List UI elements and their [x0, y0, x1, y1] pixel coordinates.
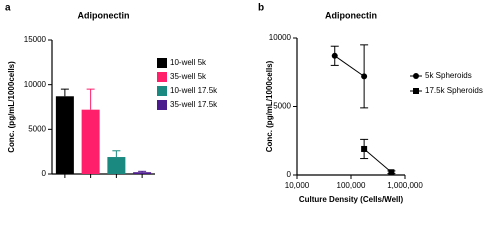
chart-title: Adiponectin	[325, 10, 377, 20]
series-line	[334, 55, 365, 77]
panel-label: b	[258, 3, 264, 14]
bar	[55, 96, 74, 174]
x-tick-label: 10,000	[285, 181, 310, 190]
series-line	[363, 148, 392, 173]
y-tick-label: 10000	[24, 80, 47, 89]
legend-swatch	[157, 72, 167, 82]
y-tick-label: 5000	[273, 102, 291, 111]
y-axis-label: Conc. (pg/mL/1000cells)	[265, 60, 274, 152]
figure: a Adiponectin Conc. (pg/mL/1000cells) 0 5000…	[5, 3, 483, 204]
legend-label: 35-well 17.5k	[170, 100, 218, 109]
chart-title: Adiponectin	[78, 10, 130, 20]
panel-label: a	[5, 3, 11, 14]
y-tick-label: 5000	[28, 124, 46, 133]
legend-label: 10-well 5k	[170, 58, 207, 67]
bar	[133, 172, 152, 174]
bar	[81, 109, 100, 174]
x-axis-label: Culture Density (Cells/Well)	[299, 195, 404, 204]
marker	[413, 88, 419, 94]
marker	[413, 73, 419, 79]
legend-label: 17.5k Spheroids	[425, 86, 483, 95]
x-tick-label: 1,000,000	[387, 181, 423, 190]
marker	[361, 73, 368, 80]
y-tick-label: 0	[287, 170, 292, 179]
legend-label: 35-well 5k	[170, 72, 207, 81]
y-tick-label: 15000	[24, 35, 47, 44]
legend-label: 5k Spheroids	[425, 71, 472, 80]
legend-swatch	[157, 86, 167, 96]
y-tick-label: 10000	[269, 33, 292, 42]
legend-swatch	[157, 58, 167, 68]
bar	[107, 157, 126, 174]
x-tick-label: 100,000	[337, 181, 366, 190]
marker	[331, 52, 338, 59]
legend-swatch	[157, 100, 167, 110]
marker	[388, 169, 395, 176]
marker	[361, 145, 368, 152]
y-axis-label: Conc. (pg/mL/1000cells)	[7, 61, 16, 153]
y-tick-label: 0	[42, 169, 47, 178]
legend-label: 10-well 17.5k	[170, 86, 218, 95]
